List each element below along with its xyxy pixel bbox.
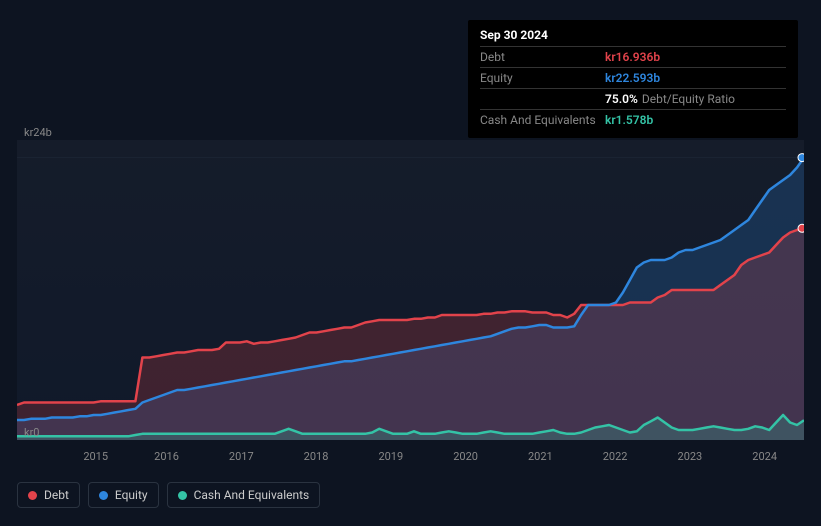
x-axis-label: 2021 (528, 450, 553, 463)
x-axis-label: 2016 (154, 450, 179, 463)
tooltip-row: Equitykr22.593b (480, 67, 786, 88)
chart-tooltip: Sep 30 2024 Debtkr16.936bEquitykr22.593b… (468, 20, 798, 138)
tooltip-row-label: Debt (480, 50, 605, 64)
x-axis-label: 2020 (453, 450, 478, 463)
tooltip-row: 75.0% Debt/Equity Ratio (480, 88, 786, 109)
tooltip-row-label (480, 92, 605, 106)
legend-item-label: Equity (115, 488, 148, 502)
legend-item-cash-and-equivalents[interactable]: Cash And Equivalents (167, 482, 321, 508)
tooltip-row-label: Cash And Equivalents (480, 113, 605, 127)
x-axis-label: 2023 (678, 450, 703, 463)
x-axis-label: 2017 (229, 450, 254, 463)
legend-dot-icon (28, 491, 37, 500)
tooltip-date: Sep 30 2024 (480, 28, 786, 42)
x-axis: 2015 2016 2017 2018 2019 2020 2021 2022 2023 2024 (17, 450, 804, 470)
x-axis-label: 2018 (304, 450, 329, 463)
tooltip-row-value: kr1.578b (605, 113, 653, 127)
legend-dot-icon (178, 491, 187, 500)
tooltip-row-extra: Debt/Equity Ratio (642, 92, 735, 106)
x-axis-label: 2015 (83, 450, 108, 463)
legend-item-label: Cash And Equivalents (194, 488, 310, 502)
legend-item-label: Debt (44, 488, 69, 502)
chart-legend: Debt Equity Cash And Equivalents (17, 482, 320, 508)
tooltip-row-value: kr16.936b (605, 50, 660, 64)
x-axis-label: 2022 (603, 450, 628, 463)
financials-chart (17, 140, 804, 440)
legend-dot-icon (99, 491, 108, 500)
tooltip-row-value: 75.0% (605, 92, 638, 106)
y-axis-top-label: kr24b (24, 126, 52, 139)
tooltip-row-value: kr22.593b (605, 71, 660, 85)
legend-item-equity[interactable]: Equity (88, 482, 159, 508)
tooltip-row-label: Equity (480, 71, 605, 85)
legend-item-debt[interactable]: Debt (17, 482, 80, 508)
tooltip-row: Debtkr16.936b (480, 46, 786, 67)
y-axis-bottom-label: kr0 (24, 426, 40, 439)
tooltip-row: Cash And Equivalentskr1.578b (480, 109, 786, 130)
x-axis-label: 2019 (378, 450, 403, 463)
x-axis-label: 2024 (752, 450, 777, 463)
